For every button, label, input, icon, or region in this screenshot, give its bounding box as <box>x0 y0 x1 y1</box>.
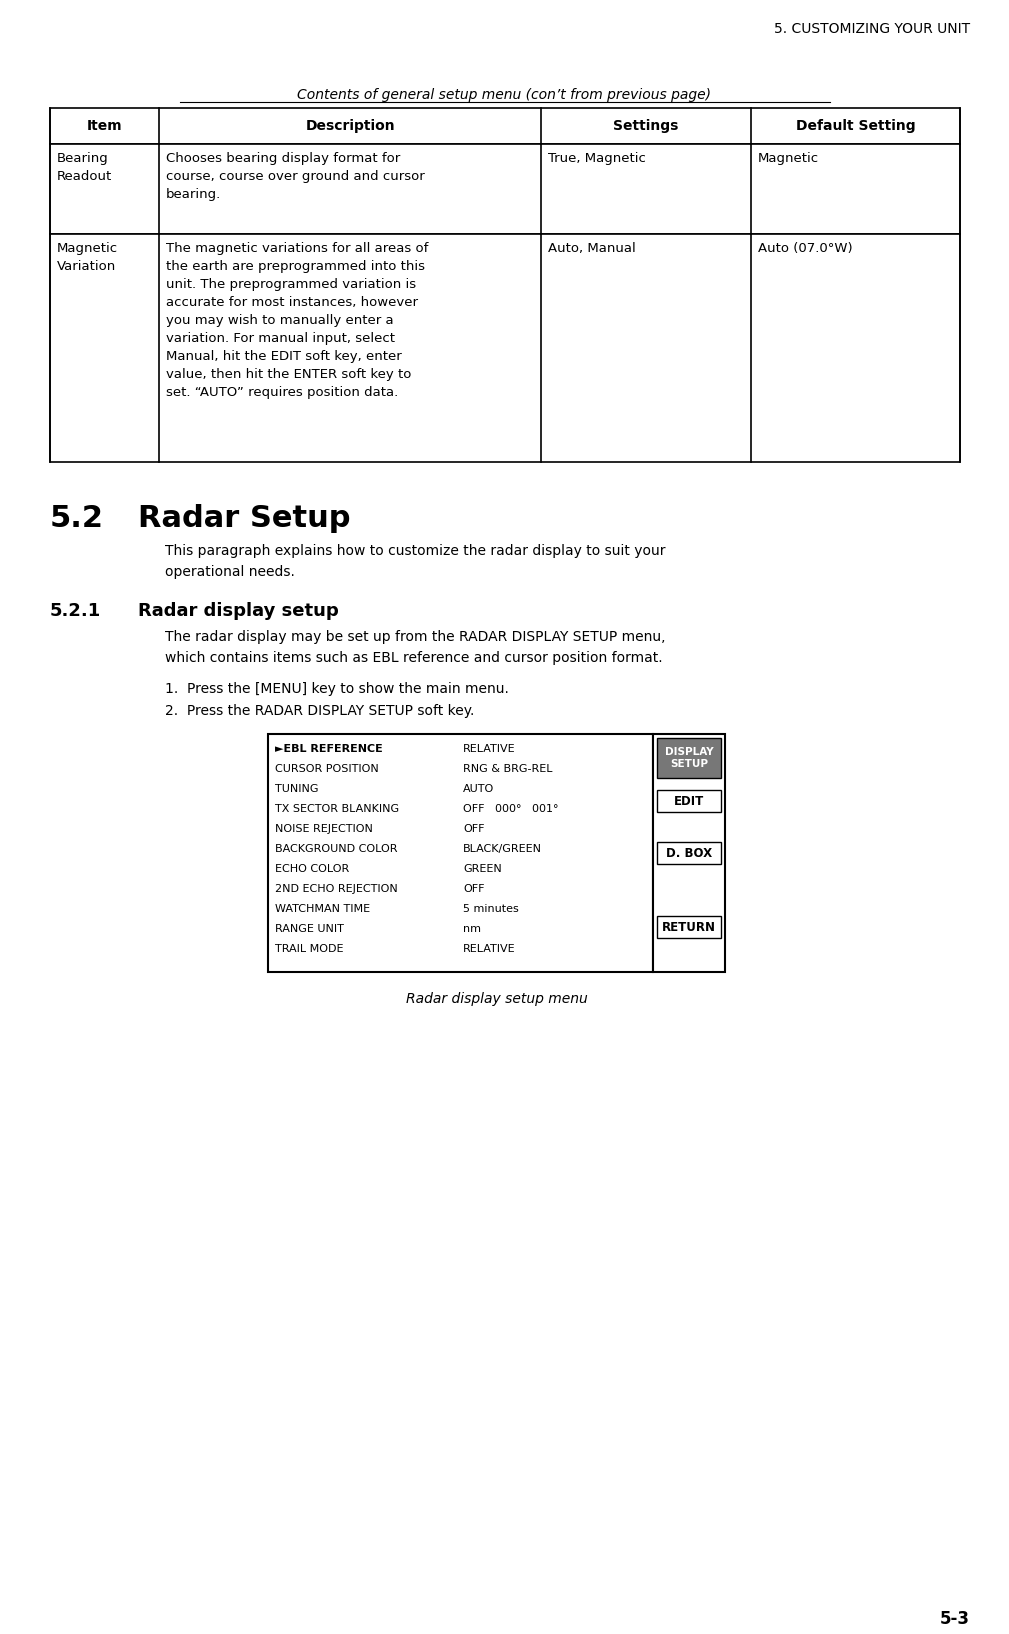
Text: Radar display setup: Radar display setup <box>138 601 339 619</box>
Text: Magnetic
Variation: Magnetic Variation <box>57 242 118 273</box>
Text: GREEN: GREEN <box>463 864 501 874</box>
Text: 2.  Press the RADAR DISPLAY SETUP soft key.: 2. Press the RADAR DISPLAY SETUP soft ke… <box>165 704 474 717</box>
Text: Default Setting: Default Setting <box>795 119 915 132</box>
Text: EDIT: EDIT <box>674 794 704 807</box>
Text: Auto, Manual: Auto, Manual <box>549 242 636 255</box>
Text: The radar display may be set up from the RADAR DISPLAY SETUP menu,
which contain: The radar display may be set up from the… <box>165 631 666 665</box>
Text: OFF: OFF <box>463 824 484 833</box>
Bar <box>50 234 960 462</box>
Text: ►EBL REFERENCE: ►EBL REFERENCE <box>275 743 382 753</box>
Text: WATCHMAN TIME: WATCHMAN TIME <box>275 904 370 913</box>
Text: NOISE REJECTION: NOISE REJECTION <box>275 824 373 833</box>
Text: Chooses bearing display format for
course, course over ground and cursor
bearing: Chooses bearing display format for cours… <box>166 152 425 201</box>
Bar <box>50 144 960 234</box>
Bar <box>268 734 653 972</box>
Text: OFF   000°   001°: OFF 000° 001° <box>463 804 559 814</box>
Text: Contents of general setup menu (con’t from previous page): Contents of general setup menu (con’t fr… <box>297 88 711 101</box>
Text: Magnetic: Magnetic <box>758 152 819 165</box>
Text: CURSOR POSITION: CURSOR POSITION <box>275 765 378 775</box>
Text: Description: Description <box>306 119 396 132</box>
Bar <box>657 917 721 938</box>
Text: OFF: OFF <box>463 884 484 894</box>
Text: ECHO COLOR: ECHO COLOR <box>275 864 349 874</box>
Text: The magnetic variations for all areas of
the earth are preprogrammed into this
u: The magnetic variations for all areas of… <box>166 242 429 399</box>
Text: RELATIVE: RELATIVE <box>463 944 516 954</box>
Text: This paragraph explains how to customize the radar display to suit your
operatio: This paragraph explains how to customize… <box>165 544 666 578</box>
Text: 1.  Press the [MENU] key to show the main menu.: 1. Press the [MENU] key to show the main… <box>165 681 509 696</box>
Text: Item: Item <box>87 119 122 132</box>
Text: Radar display setup menu: Radar display setup menu <box>406 992 587 1007</box>
Text: BLACK/GREEN: BLACK/GREEN <box>463 845 542 855</box>
Bar <box>653 734 725 972</box>
Text: Bearing
Readout: Bearing Readout <box>57 152 112 183</box>
Text: BACKGROUND COLOR: BACKGROUND COLOR <box>275 845 398 855</box>
Text: RELATIVE: RELATIVE <box>463 743 516 753</box>
Bar <box>657 789 721 812</box>
Text: RNG & BRG-REL: RNG & BRG-REL <box>463 765 553 775</box>
Text: 5 minutes: 5 minutes <box>463 904 519 913</box>
Text: RETURN: RETURN <box>662 920 716 933</box>
Text: nm: nm <box>463 923 481 935</box>
Text: AUTO: AUTO <box>463 784 494 794</box>
Bar <box>657 842 721 864</box>
Text: TUNING: TUNING <box>275 784 319 794</box>
Text: D. BOX: D. BOX <box>666 846 712 859</box>
Text: 5-3: 5-3 <box>940 1609 970 1627</box>
Bar <box>50 108 960 144</box>
Text: TRAIL MODE: TRAIL MODE <box>275 944 343 954</box>
Text: TX SECTOR BLANKING: TX SECTOR BLANKING <box>275 804 400 814</box>
Text: Radar Setup: Radar Setup <box>138 503 350 533</box>
Text: 5.2: 5.2 <box>50 503 104 533</box>
Text: 5.2.1: 5.2.1 <box>50 601 101 619</box>
Text: True, Magnetic: True, Magnetic <box>549 152 647 165</box>
Text: DISPLAY
SETUP: DISPLAY SETUP <box>665 747 713 770</box>
Text: Settings: Settings <box>613 119 679 132</box>
Text: RANGE UNIT: RANGE UNIT <box>275 923 344 935</box>
Bar <box>657 739 721 778</box>
Text: Auto (07.0°W): Auto (07.0°W) <box>758 242 853 255</box>
Text: 2ND ECHO REJECTION: 2ND ECHO REJECTION <box>275 884 398 894</box>
Text: 5. CUSTOMIZING YOUR UNIT: 5. CUSTOMIZING YOUR UNIT <box>774 21 970 36</box>
